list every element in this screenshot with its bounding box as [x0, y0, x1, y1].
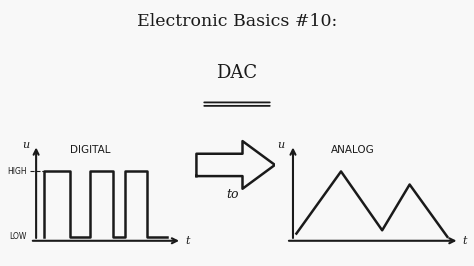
Text: u: u: [277, 140, 284, 150]
Text: ANALOG: ANALOG: [331, 145, 374, 155]
Text: t: t: [463, 236, 467, 246]
Text: u: u: [22, 140, 29, 150]
Text: Electronic Basics #10:: Electronic Basics #10:: [137, 13, 337, 30]
Text: DAC: DAC: [217, 64, 257, 82]
Text: DIGITAL: DIGITAL: [70, 145, 110, 155]
Text: HIGH: HIGH: [7, 167, 27, 176]
Text: to: to: [226, 188, 238, 201]
Text: LOW: LOW: [9, 232, 27, 241]
Text: t: t: [185, 236, 190, 246]
